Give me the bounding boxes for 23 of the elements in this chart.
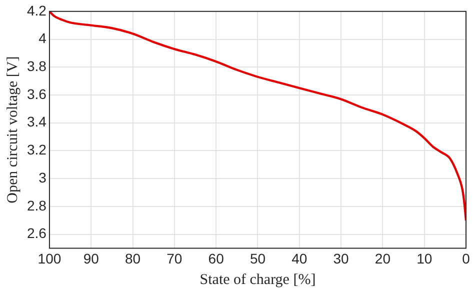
y-tick-label: 4.2 <box>26 2 47 18</box>
y-tick-label: 2.8 <box>26 197 47 214</box>
x-tick-label: 10 <box>416 250 432 266</box>
y-tick-label: 3.6 <box>26 86 47 102</box>
x-axis-title: State of charge [%] <box>200 272 316 288</box>
x-tick-label: 60 <box>208 250 224 266</box>
x-tick-label: 30 <box>333 250 350 266</box>
y-tick-label: 3.2 <box>26 142 47 158</box>
x-tick-label: 20 <box>374 250 391 266</box>
y-tick-label: 2.6 <box>26 225 47 242</box>
x-tick-label: 40 <box>292 250 308 266</box>
y-axis-title: Open circuit voltage [V] <box>4 56 21 204</box>
x-tick-label: 50 <box>250 250 266 266</box>
x-tick-label: 80 <box>124 250 141 266</box>
y-tick-label: 3 <box>38 169 47 186</box>
x-tick-label: 90 <box>83 250 100 266</box>
line-series <box>49 11 466 222</box>
y-tick-label: 3.8 <box>26 58 47 74</box>
x-tick-label: 100 <box>38 250 62 266</box>
x-tick-label: 70 <box>166 250 182 266</box>
x-tick-label: 0 <box>462 250 470 266</box>
y-tick-label: 3.4 <box>26 114 47 130</box>
y-tick-label: 4 <box>38 30 47 46</box>
